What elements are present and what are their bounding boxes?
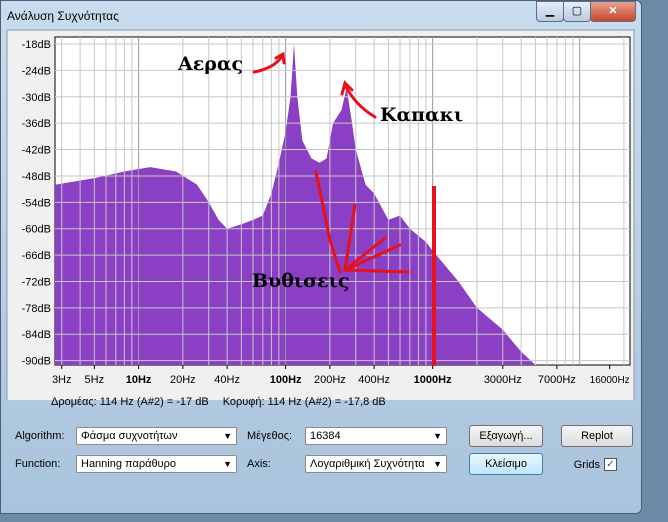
- chevron-down-icon: ▼: [433, 431, 442, 441]
- chevron-down-icon: ▼: [223, 459, 232, 469]
- close-button[interactable]: Κλείσιμο: [469, 453, 543, 475]
- y-tick-label: -48dB: [22, 171, 51, 183]
- maximize-button[interactable]: ▢: [563, 1, 591, 22]
- x-tick-label: 3000Hz: [484, 374, 522, 386]
- spectrum-chart[interactable]: -18dB -24dB -30dB -36dB -42dB -48dB -54dB -60dB…: [0, 0, 668, 400]
- y-tick-label: -36dB: [22, 118, 51, 130]
- x-tick-label: 16000Hz: [590, 375, 630, 386]
- chevron-down-icon: ▼: [433, 459, 442, 469]
- y-tick-label: -18dB: [22, 39, 51, 51]
- y-tick-label: -72dB: [22, 276, 51, 288]
- close-window-button[interactable]: ✕: [590, 1, 636, 22]
- x-tick-label: 20Hz: [170, 374, 196, 386]
- size-value: 16384: [310, 430, 341, 442]
- x-tick-label: 5Hz: [85, 374, 105, 386]
- y-tick-label: -60dB: [22, 224, 51, 236]
- y-tick-label: -24dB: [22, 65, 51, 77]
- y-tick-label: -54dB: [22, 197, 51, 209]
- annotation-lid: Καπακι: [380, 104, 463, 126]
- x-tick-label: 1000Hz: [414, 374, 452, 386]
- y-tick-label: -84dB: [22, 329, 51, 341]
- annotation-dips: Βυθισεις: [252, 270, 349, 292]
- x-tick-label: 40Hz: [214, 374, 240, 386]
- peak-readout: Κορυφή: 114 Hz (A#2) = -17,8 dB: [222, 396, 386, 408]
- chevron-down-icon: ▼: [223, 431, 232, 441]
- maximize-icon: ▢: [571, 5, 583, 17]
- close-icon: ✕: [608, 5, 618, 17]
- arrows-dips: [314, 170, 410, 274]
- spectrum-area: [55, 44, 536, 365]
- algorithm-label: Algorithm:: [15, 430, 65, 442]
- y-tick-label: -90dB: [22, 356, 51, 368]
- axis-label: Axis:: [247, 458, 271, 470]
- x-tick-label: 200Hz: [314, 374, 346, 386]
- function-value: Hanning παράθυρο: [81, 458, 176, 470]
- y-tick-label: -66dB: [22, 250, 51, 262]
- function-select[interactable]: Hanning παράθυρο ▼: [76, 455, 237, 473]
- x-tick-label: 7000Hz: [538, 374, 576, 386]
- size-select[interactable]: 16384 ▼: [305, 427, 447, 445]
- axis-value: Λογαριθμική Συχνότητα: [310, 458, 425, 470]
- x-tick-label: 100Hz: [270, 374, 302, 386]
- arrow-lid: [340, 80, 377, 119]
- algorithm-select[interactable]: Φάσμα συχνοτήτων ▼: [76, 427, 237, 445]
- y-tick-label: -30dB: [22, 92, 51, 104]
- function-label: Function:: [15, 458, 61, 470]
- grids-checkbox[interactable]: ✓: [604, 458, 617, 471]
- readout-bar: Δρομέας: 114 Hz (A#2) = -17 dB Κορυφή: 1…: [51, 396, 386, 408]
- minimize-icon: ▁: [545, 5, 555, 17]
- window-title: Ανάλυση Συχνότητας: [7, 9, 119, 23]
- axis-select[interactable]: Λογαριθμική Συχνότητα ▼: [305, 455, 447, 473]
- x-tick-label: 3Hz: [52, 374, 72, 386]
- minimize-button[interactable]: ▁: [536, 1, 564, 22]
- x-tick-label: 400Hz: [358, 374, 390, 386]
- y-tick-label: -42dB: [22, 145, 51, 157]
- size-label: Μέγεθος:: [247, 430, 293, 442]
- replot-button[interactable]: Replot: [561, 425, 633, 447]
- arrow-air: [252, 51, 286, 74]
- y-tick-label: -78dB: [22, 303, 51, 315]
- algorithm-value: Φάσμα συχνοτήτων: [81, 430, 178, 442]
- export-button[interactable]: Εξαγωγή...: [469, 425, 543, 447]
- annotation-air: Αερας: [177, 53, 243, 75]
- cursor-readout: Δρομέας: 114 Hz (A#2) = -17 dB: [51, 396, 209, 408]
- grids-label: Grids: [573, 459, 600, 471]
- x-tick-label: 10Hz: [126, 374, 152, 386]
